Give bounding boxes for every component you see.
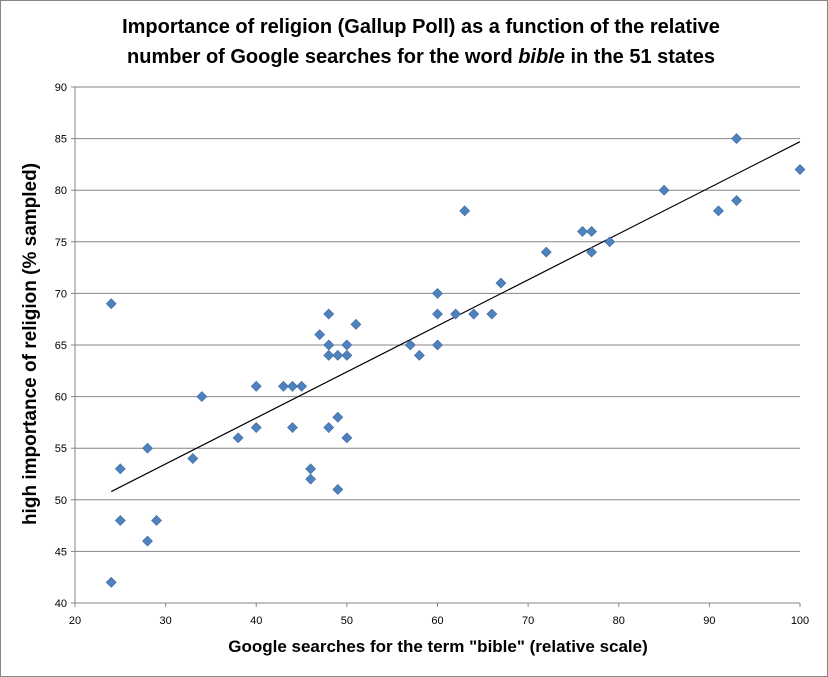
data-point — [305, 473, 317, 485]
data-point — [278, 380, 289, 392]
x-tick-label: 100 — [791, 615, 809, 627]
x-tick-label: 40 — [250, 615, 262, 627]
data-point — [105, 298, 117, 310]
x-tick-label: 50 — [341, 615, 353, 627]
data-point — [196, 391, 208, 403]
data-point — [323, 349, 335, 361]
y-axis-label: high importance of religion (% sampled) — [20, 163, 41, 525]
chart-title-line2: number of Google searches for the word b… — [127, 46, 715, 68]
x-tick-label: 60 — [431, 615, 443, 627]
y-tick-label: 45 — [55, 546, 67, 558]
x-tick-labels: 20 30 40 50 60 70 80 90 100 — [69, 615, 809, 627]
data-point — [287, 422, 298, 433]
y-tick-label: 55 — [55, 443, 67, 455]
data-point — [341, 432, 353, 444]
data-point — [586, 246, 597, 258]
data-point — [459, 205, 471, 217]
data-point — [413, 349, 425, 361]
data-point — [731, 195, 742, 206]
data-point — [713, 205, 724, 217]
data-point — [486, 308, 498, 320]
data-point — [114, 463, 126, 475]
y-tick-labels: 40 45 50 55 60 65 70 75 80 85 90 — [55, 82, 67, 610]
data-point — [296, 380, 307, 392]
data-point — [323, 308, 335, 320]
data-point — [323, 422, 335, 433]
data-point — [151, 515, 162, 526]
data-point — [404, 339, 416, 351]
axes — [71, 86, 801, 607]
data-point — [586, 226, 597, 237]
data-point — [341, 349, 353, 361]
data-point — [142, 535, 153, 547]
gridlines — [75, 86, 800, 552]
data-point — [432, 339, 443, 351]
x-tick-label: 80 — [613, 615, 625, 627]
data-point — [577, 226, 588, 237]
data-point — [658, 184, 670, 196]
data-point — [305, 463, 317, 475]
data-point — [287, 380, 298, 392]
data-points — [105, 133, 806, 588]
y-tick-label: 90 — [55, 82, 67, 94]
data-point — [332, 349, 344, 361]
chart-title-line1: Importance of religion (Gallup Poll) as … — [122, 16, 720, 38]
data-point — [432, 308, 443, 320]
data-point — [232, 432, 244, 444]
data-point — [540, 246, 552, 258]
data-point — [468, 308, 480, 320]
x-tick-label: 30 — [160, 615, 172, 627]
data-point — [250, 380, 262, 392]
x-tick-label: 90 — [703, 615, 715, 627]
y-tick-label: 65 — [55, 340, 67, 352]
x-axis-label: Google searches for the term "bible" (re… — [228, 637, 648, 656]
x-tick-label: 70 — [522, 615, 534, 627]
data-point — [114, 515, 126, 526]
data-point — [332, 484, 344, 495]
data-point — [250, 422, 262, 433]
data-point — [450, 308, 462, 320]
y-tick-label: 80 — [55, 185, 67, 197]
data-point — [794, 164, 806, 175]
data-point — [314, 329, 326, 341]
data-point — [350, 318, 362, 330]
y-tick-label: 70 — [55, 288, 67, 300]
data-point — [323, 339, 335, 351]
data-point — [432, 287, 443, 299]
y-tick-label: 50 — [55, 495, 67, 507]
y-tick-label: 40 — [55, 598, 67, 610]
data-point — [332, 411, 344, 423]
data-point — [142, 442, 153, 454]
data-point — [495, 277, 507, 289]
data-point — [187, 453, 199, 464]
y-tick-label: 75 — [55, 237, 67, 249]
data-point — [604, 236, 616, 248]
data-point — [105, 576, 117, 588]
y-tick-label: 60 — [55, 392, 67, 404]
data-point — [731, 133, 742, 145]
data-point — [341, 339, 353, 351]
y-tick-label: 85 — [55, 134, 67, 146]
x-tick-label: 20 — [69, 615, 81, 627]
